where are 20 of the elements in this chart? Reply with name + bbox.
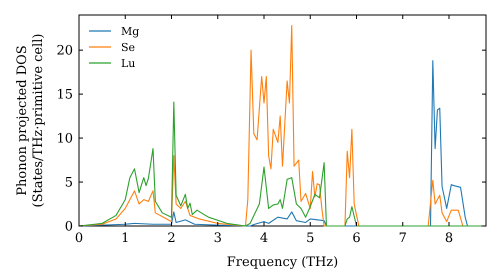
legend-label: Lu <box>121 57 136 70</box>
line-series <box>78 101 482 227</box>
x-axis-title: Frequency (THz) <box>226 255 338 270</box>
y-tick-label: 20 <box>56 44 73 59</box>
y-tick-label: 15 <box>56 88 73 103</box>
x-tick-label: 8 <box>444 231 454 246</box>
y-tick-label: 0 <box>64 220 73 234</box>
x-tick-label: 0 <box>74 231 84 246</box>
x-tick-label: 1 <box>121 231 130 246</box>
legend-label: Se <box>121 41 136 54</box>
y-tick-label: 10 <box>56 132 73 147</box>
x-tick-label: 4 <box>260 231 268 246</box>
x-tick-label: 3 <box>214 231 222 246</box>
y-axis-title: Phonon projected DOS (States/THz·primitive cell) <box>15 33 46 208</box>
x-tick-label: 7 <box>398 231 407 246</box>
x-tick-label: 6 <box>352 231 361 246</box>
x-tick-label: 2 <box>167 231 176 246</box>
y-tick-label: 5 <box>64 176 73 191</box>
x-tick-label: 5 <box>306 231 314 246</box>
legend-label: Mg <box>121 25 140 38</box>
